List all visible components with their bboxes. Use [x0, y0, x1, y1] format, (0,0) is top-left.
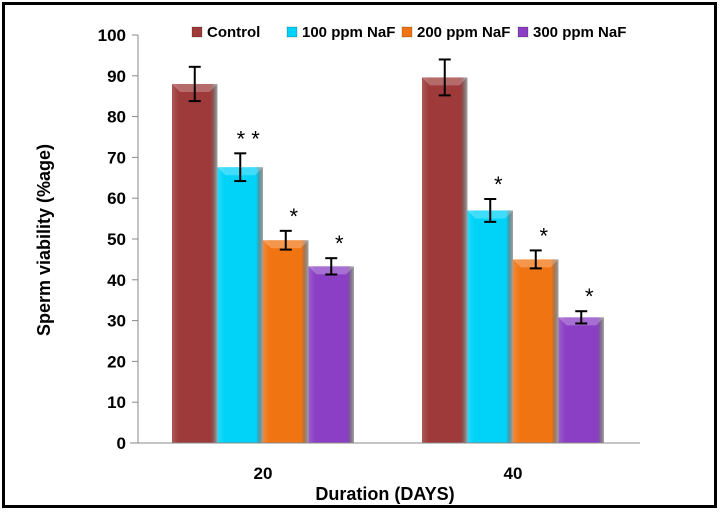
y-tick-label: 40 [107, 271, 126, 290]
y-tick-label: 0 [117, 434, 126, 453]
y-axis: 0 10 20 30 40 50 60 70 80 90 100 [98, 26, 139, 453]
legend-label: 100 ppm NaF [302, 24, 395, 41]
bar [263, 240, 309, 443]
significance-marker: * * [237, 126, 261, 151]
y-tick-label: 10 [107, 393, 126, 412]
bars: * * * * * * * [172, 58, 604, 444]
legend-swatch [517, 26, 529, 38]
y-tick-label: 100 [98, 26, 126, 45]
bar [467, 210, 513, 443]
x-tick-label: 20 [254, 464, 273, 483]
significance-marker: * [289, 204, 298, 229]
x-axis: 20 40 [130, 442, 640, 483]
y-axis-title: Sperm viability (%age) [34, 144, 54, 336]
y-tick-label: 30 [107, 312, 126, 331]
y-tick-label: 60 [107, 189, 126, 208]
y-tick-label: 80 [107, 108, 126, 127]
y-tick-label: 90 [107, 67, 126, 86]
significance-marker: * [539, 223, 548, 248]
y-tick-label: 50 [107, 230, 126, 249]
bar [422, 77, 468, 443]
legend-swatch [401, 26, 413, 38]
x-tick-label: 40 [504, 464, 523, 483]
significance-marker: * [335, 231, 344, 256]
legend-swatch [286, 26, 298, 38]
y-tick-label: 20 [107, 352, 126, 371]
legend-label: 300 ppm NaF [533, 24, 626, 41]
legend-label: Control [207, 24, 260, 41]
x-axis-title: Duration (DAYS) [315, 484, 454, 504]
bar [217, 167, 263, 443]
legend-swatch [191, 26, 203, 38]
legend: Control 100 ppm NaF 200 ppm NaF 300 ppm NaF [191, 24, 626, 41]
legend-label: 200 ppm NaF [417, 24, 510, 41]
significance-marker: * [585, 284, 594, 309]
bar [513, 259, 559, 443]
bar [558, 317, 604, 443]
bar [308, 266, 354, 443]
y-tick-label: 70 [107, 148, 126, 167]
significance-marker: * [494, 172, 503, 197]
bar [172, 83, 218, 444]
